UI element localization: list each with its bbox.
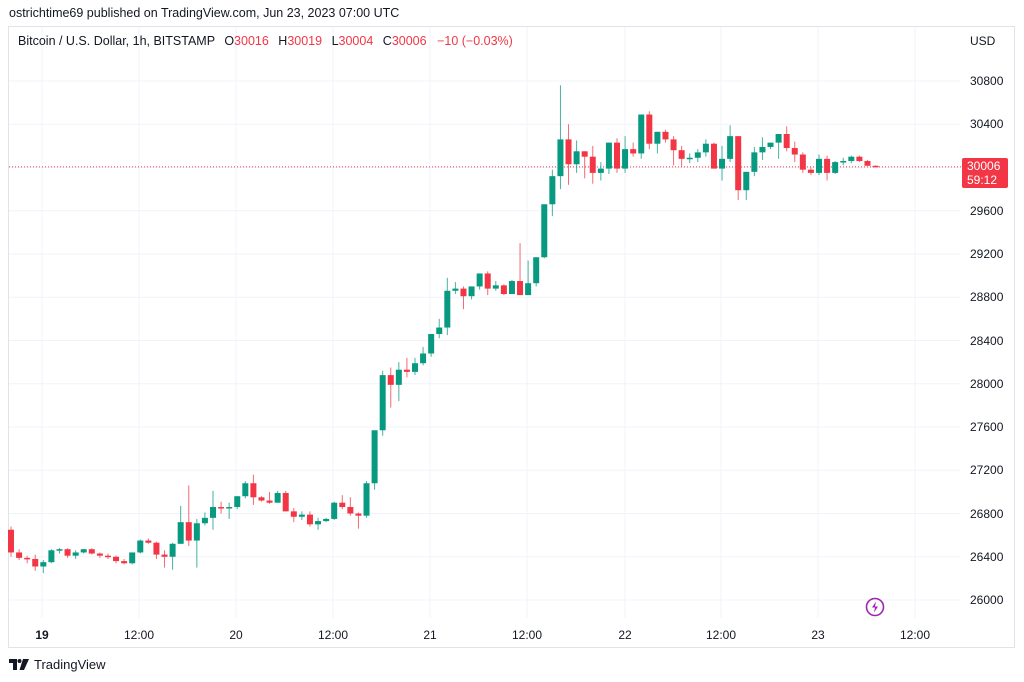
price-tick: 29600 — [970, 203, 1004, 218]
chart-frame[interactable] — [8, 26, 1015, 648]
tradingview-logo[interactable]: TradingView — [9, 657, 106, 672]
symbol-title[interactable]: Bitcoin / U.S. Dollar, 1h, BITSTAMP — [18, 34, 215, 48]
brand-name: TradingView — [34, 657, 106, 672]
time-tick: 12:00 — [511, 628, 543, 642]
currency-label[interactable]: USD — [970, 34, 996, 48]
price-tick: 26000 — [970, 593, 1004, 608]
price-tick: 27600 — [970, 420, 1004, 435]
price-tick: 26800 — [970, 506, 1004, 521]
time-tick: 12:00 — [705, 628, 737, 642]
high-label: H — [278, 34, 288, 48]
time-tick: 19 — [35, 628, 49, 642]
low-label: L — [331, 34, 339, 48]
open-value: 30016 — [234, 34, 269, 48]
price-tick: 28400 — [970, 333, 1004, 348]
lightning-icon[interactable] — [865, 597, 885, 617]
price-tick: 30800 — [970, 74, 1004, 88]
time-tick: 12:00 — [899, 628, 931, 642]
time-tick: 12:00 — [123, 628, 155, 642]
candle-countdown: 59:12 — [967, 173, 998, 187]
high-value: 30019 — [287, 34, 323, 48]
price-tick: 29200 — [970, 247, 1004, 261]
low-value: 30004 — [338, 34, 374, 48]
open-label: O — [224, 34, 235, 48]
price-tick: 27200 — [970, 463, 1004, 478]
close-label: C — [382, 34, 392, 48]
price-tick: 30400 — [970, 117, 1004, 132]
change-value: −10 (−0.03%) — [437, 34, 513, 48]
price-tick: 26400 — [970, 549, 1004, 564]
ohlc-legend: Bitcoin / U.S. Dollar, 1h, BITSTAMP O300… — [18, 34, 513, 48]
time-tick: 21 — [423, 628, 437, 642]
last-price-badge: 30006 59:12 — [962, 158, 1008, 188]
published-info: ostrichtime69 published on TradingView.c… — [9, 6, 400, 20]
time-tick: 22 — [618, 628, 632, 642]
time-tick: 20 — [229, 628, 243, 642]
time-tick: 23 — [811, 628, 825, 642]
price-tick: 28800 — [970, 290, 1004, 305]
tv-logo-icon — [9, 659, 29, 670]
price-tick: 28000 — [970, 376, 1004, 391]
close-value: 30006 — [391, 34, 427, 48]
last-price: 30006 — [967, 159, 1001, 173]
time-tick: 12:00 — [317, 628, 349, 642]
